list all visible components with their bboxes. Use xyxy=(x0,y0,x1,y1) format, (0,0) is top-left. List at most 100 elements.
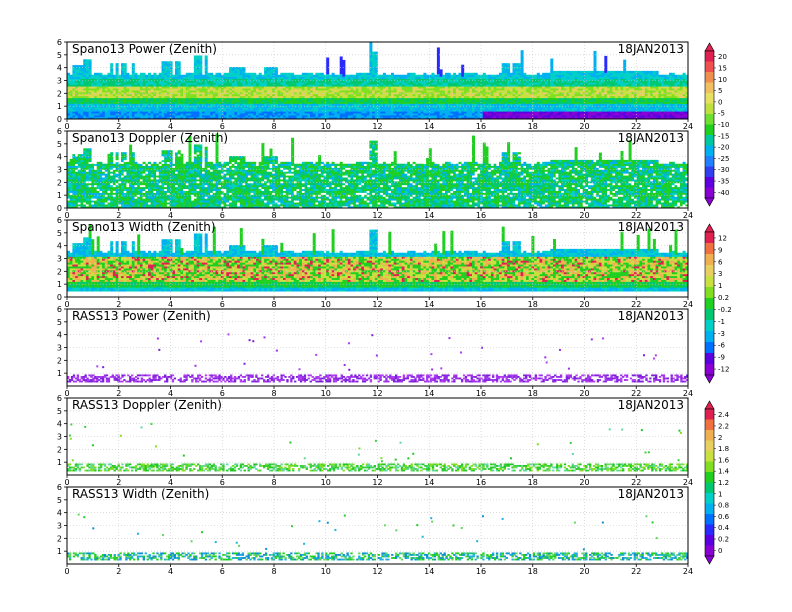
heat-cell xyxy=(407,76,411,79)
heat-cell xyxy=(550,107,554,110)
heat-cell xyxy=(258,84,262,87)
heat-cell xyxy=(299,84,303,87)
heat-cell xyxy=(199,70,203,74)
heat-cell xyxy=(137,80,141,83)
heat-cell xyxy=(504,70,508,74)
heat-cell xyxy=(261,97,265,101)
heat-cell xyxy=(266,111,270,114)
heat-cell xyxy=(364,111,367,114)
heat-cell xyxy=(104,101,108,104)
heat-cell xyxy=(496,95,500,99)
heat-cell xyxy=(207,88,211,91)
heat-cell xyxy=(102,82,106,85)
heat-cell xyxy=(463,90,467,93)
heat-cell xyxy=(463,111,467,114)
heat-cell xyxy=(423,93,427,97)
heat-cell xyxy=(166,103,170,106)
heat-cell xyxy=(99,111,103,114)
heat-cell xyxy=(312,78,316,81)
heat-cell xyxy=(166,93,170,97)
heat-cell xyxy=(334,74,338,77)
heat-cell xyxy=(374,90,378,93)
heat-cell xyxy=(239,67,243,70)
heat-cell xyxy=(234,103,238,106)
heat-cell xyxy=(307,72,311,76)
heat-cell xyxy=(577,84,581,87)
heat-cell xyxy=(553,111,556,114)
heat-cell xyxy=(83,86,87,89)
heat-cell xyxy=(121,76,124,79)
heat-cell xyxy=(123,92,127,95)
heat-cell xyxy=(234,76,238,79)
heat-cell xyxy=(207,103,211,106)
heat-cell xyxy=(280,84,284,87)
heat-cell xyxy=(501,101,505,104)
heat-cell xyxy=(415,95,419,99)
heat-cell xyxy=(148,105,151,108)
heat-cell xyxy=(531,97,535,101)
heat-cell xyxy=(512,97,516,101)
heat-cell xyxy=(596,107,600,110)
heat-cell xyxy=(428,117,432,119)
heat-cell xyxy=(231,105,235,108)
heat-cell xyxy=(534,97,538,101)
heat-cell xyxy=(196,117,200,119)
heat-cell xyxy=(426,107,430,110)
heat-cell xyxy=(358,95,362,99)
heat-cell xyxy=(520,76,524,79)
heat-cell xyxy=(191,99,195,102)
heat-cell xyxy=(277,111,281,114)
heat-cell xyxy=(161,78,165,81)
heat-cell xyxy=(523,117,527,119)
heat-cell xyxy=(515,101,519,104)
heat-cell xyxy=(596,82,600,85)
heat-cell xyxy=(299,80,303,83)
heat-cell xyxy=(431,72,435,76)
heat-cell xyxy=(266,68,270,72)
heat-cell xyxy=(550,84,554,87)
heat-cell xyxy=(423,101,427,104)
heat-cell xyxy=(542,99,546,102)
heat-cell xyxy=(312,92,316,95)
heat-cell xyxy=(534,88,538,91)
heat-cell xyxy=(418,99,421,102)
heat-cell xyxy=(542,92,546,95)
heat-cell xyxy=(226,86,230,89)
heat-cell xyxy=(334,86,338,89)
heat-cell xyxy=(391,72,394,76)
heat-cell xyxy=(253,117,257,119)
heat-cell xyxy=(539,107,543,110)
heat-cell xyxy=(88,93,92,97)
heat-cell xyxy=(550,109,554,112)
heat-cell xyxy=(112,115,116,118)
heat-cell xyxy=(175,113,178,116)
heat-cell xyxy=(123,103,127,106)
heat-cell xyxy=(358,74,362,77)
heat-cell xyxy=(482,111,486,114)
heat-cell xyxy=(277,82,281,85)
heat-cell xyxy=(121,67,124,70)
heat-cell xyxy=(169,105,173,108)
heat-cell xyxy=(88,82,92,85)
heat-cell xyxy=(269,72,273,76)
heat-cell xyxy=(563,72,567,76)
heat-cell xyxy=(482,115,486,118)
heat-cell xyxy=(374,88,378,91)
heat-cell xyxy=(296,76,300,79)
heat-cell xyxy=(555,105,559,108)
heat-cell xyxy=(569,117,573,119)
heat-cell xyxy=(339,74,343,77)
heat-cell xyxy=(274,86,278,89)
heat-cell xyxy=(401,82,405,85)
heat-cell xyxy=(534,78,538,81)
heat-cell xyxy=(393,74,397,77)
heat-cell xyxy=(245,78,249,81)
heat-cell xyxy=(102,80,106,83)
heat-cell xyxy=(139,72,143,76)
heat-cell xyxy=(590,111,594,114)
heat-cell xyxy=(191,84,195,87)
heat-cell xyxy=(431,113,435,116)
heat-cell xyxy=(129,78,133,81)
heat-cell xyxy=(469,78,473,81)
heat-cell xyxy=(439,84,443,87)
